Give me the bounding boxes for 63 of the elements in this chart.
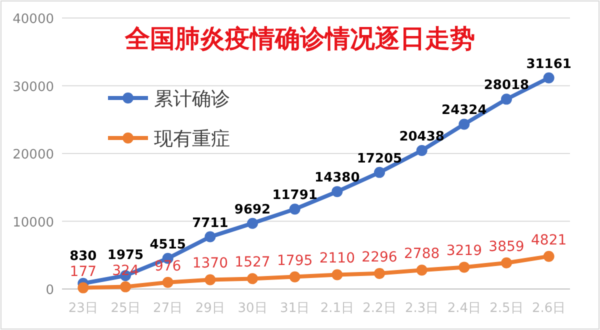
point (416, 264, 428, 276)
point (374, 268, 385, 279)
point (501, 94, 512, 105)
point (204, 231, 216, 242)
point (458, 118, 470, 130)
data-label: 3219 (446, 243, 482, 260)
data-label: 2296 (362, 249, 398, 266)
y-tick-label: 40000 (12, 12, 54, 27)
point (374, 166, 385, 178)
point (458, 262, 470, 273)
point (120, 281, 131, 292)
data-label: 24324 (442, 103, 487, 118)
legend-label: 累计确诊 (154, 88, 230, 110)
y-tick-label: 10000 (12, 215, 54, 230)
data-label: 1527 (234, 254, 270, 271)
point (204, 274, 216, 286)
point (501, 257, 512, 268)
data-label: 28018 (484, 78, 530, 94)
data-label: 14380 (314, 170, 360, 186)
point (332, 269, 343, 280)
point (543, 250, 554, 262)
data-label: 4515 (150, 237, 186, 252)
point (332, 186, 343, 198)
x-tick-label: 2.1日 (320, 301, 354, 316)
data-label: 1795 (277, 252, 313, 269)
data-label: 31161 (526, 56, 572, 72)
point (289, 271, 300, 282)
y-tick-label: 30000 (12, 80, 54, 95)
x-tick-label: 2.6日 (532, 301, 566, 316)
point (416, 145, 428, 156)
x-tick-label: 27日 (153, 301, 183, 316)
data-label: 3859 (488, 238, 524, 255)
point (162, 276, 174, 288)
legend-label: 现有重症 (154, 128, 230, 150)
point (78, 282, 89, 294)
y-tick-label: 20000 (12, 148, 54, 162)
point (247, 218, 258, 229)
point (247, 273, 258, 284)
data-label: 2788 (404, 246, 440, 262)
data-label: 7711 (192, 216, 228, 231)
x-tick-label: 29日 (195, 301, 225, 316)
x-tick-label: 2.3日 (404, 301, 439, 316)
data-label: 1370 (192, 256, 228, 272)
x-tick-label: 2.2日 (362, 301, 396, 316)
x-tick-label: 2.4日 (447, 301, 482, 316)
data-label: 11791 (272, 188, 318, 204)
point (289, 204, 300, 215)
data-label: 9692 (234, 202, 271, 218)
x-tick-label: 23日 (68, 301, 98, 316)
data-label: 17205 (356, 151, 402, 166)
data-label: 2110 (319, 250, 355, 267)
data-label: 1975 (107, 248, 144, 263)
x-tick-label: 2.5日 (490, 301, 524, 316)
data-label: 830 (70, 248, 97, 264)
data-label: 976 (154, 258, 182, 274)
x-tick-label: 25日 (110, 301, 140, 316)
point (543, 72, 554, 84)
chart-title: 全国肺炎疫情确诊情况逐日走势 (124, 24, 475, 53)
data-label: 177 (70, 264, 97, 280)
x-tick-label: 31日 (280, 301, 310, 316)
x-tick-label: 30日 (238, 301, 268, 316)
data-label: 4821 (531, 232, 567, 248)
y-tick-label: 0 (46, 283, 54, 298)
